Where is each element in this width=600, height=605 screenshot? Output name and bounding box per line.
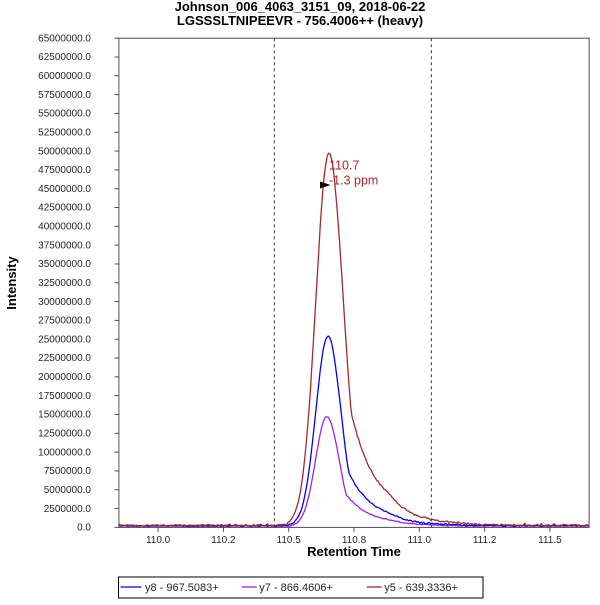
svg-text:y5 - 639.3336+: y5 - 639.3336+ bbox=[384, 582, 458, 594]
svg-text:25000000.0: 25000000.0 bbox=[38, 334, 91, 345]
svg-text:17500000.0: 17500000.0 bbox=[38, 391, 91, 402]
svg-text:y7 - 866.4606+: y7 - 866.4606+ bbox=[259, 582, 333, 594]
svg-text:32500000.0: 32500000.0 bbox=[38, 278, 91, 289]
svg-text:27500000.0: 27500000.0 bbox=[38, 316, 91, 327]
svg-text:35000000.0: 35000000.0 bbox=[38, 259, 91, 270]
svg-text:30000000.0: 30000000.0 bbox=[38, 297, 91, 308]
svg-text:37500000.0: 37500000.0 bbox=[38, 240, 91, 251]
svg-text:50000000.0: 50000000.0 bbox=[38, 146, 91, 157]
svg-text:-1.3 ppm: -1.3 ppm bbox=[329, 174, 378, 188]
svg-text:57500000.0: 57500000.0 bbox=[38, 90, 91, 101]
svg-text:12500000.0: 12500000.0 bbox=[38, 428, 91, 439]
svg-text:111.5: 111.5 bbox=[538, 535, 562, 546]
svg-text:111.2: 111.2 bbox=[473, 535, 497, 546]
svg-text:110.2: 110.2 bbox=[211, 535, 236, 546]
svg-text:45000000.0: 45000000.0 bbox=[38, 184, 91, 195]
svg-text:15000000.0: 15000000.0 bbox=[38, 410, 91, 421]
svg-text:0.0: 0.0 bbox=[77, 523, 91, 534]
svg-text:65000000.0: 65000000.0 bbox=[38, 33, 91, 44]
svg-text:20000000.0: 20000000.0 bbox=[38, 372, 91, 383]
svg-text:110.7: 110.7 bbox=[329, 159, 359, 173]
svg-text:110.8: 110.8 bbox=[342, 535, 367, 546]
svg-text:52500000.0: 52500000.0 bbox=[38, 127, 91, 138]
svg-text:LGSSSLTNIPEEVR - 756.4006++ (h: LGSSSLTNIPEEVR - 756.4006++ (heavy) bbox=[177, 13, 423, 28]
svg-text:42500000.0: 42500000.0 bbox=[38, 203, 91, 214]
svg-text:10000000.0: 10000000.0 bbox=[38, 447, 91, 458]
svg-text:7500000.0: 7500000.0 bbox=[44, 466, 92, 477]
svg-text:110.5: 110.5 bbox=[277, 535, 302, 546]
svg-text:Intensity: Intensity bbox=[4, 256, 19, 310]
svg-text:110.0: 110.0 bbox=[146, 535, 171, 546]
svg-text:Retention Time: Retention Time bbox=[307, 544, 401, 559]
svg-text:22500000.0: 22500000.0 bbox=[38, 353, 91, 364]
svg-text:60000000.0: 60000000.0 bbox=[38, 71, 91, 82]
svg-text:40000000.0: 40000000.0 bbox=[38, 222, 91, 233]
svg-text:y8 - 967.5083+: y8 - 967.5083+ bbox=[145, 582, 219, 594]
svg-text:55000000.0: 55000000.0 bbox=[38, 109, 91, 120]
svg-text:5000000.0: 5000000.0 bbox=[44, 485, 92, 496]
svg-text:62500000.0: 62500000.0 bbox=[38, 52, 91, 63]
svg-text:111.0: 111.0 bbox=[408, 535, 432, 546]
svg-text:2500000.0: 2500000.0 bbox=[44, 504, 92, 515]
svg-text:Johnson_006_4063_3151_09, 2018: Johnson_006_4063_3151_09, 2018-06-22 bbox=[175, 0, 426, 14]
svg-text:47500000.0: 47500000.0 bbox=[38, 165, 91, 176]
